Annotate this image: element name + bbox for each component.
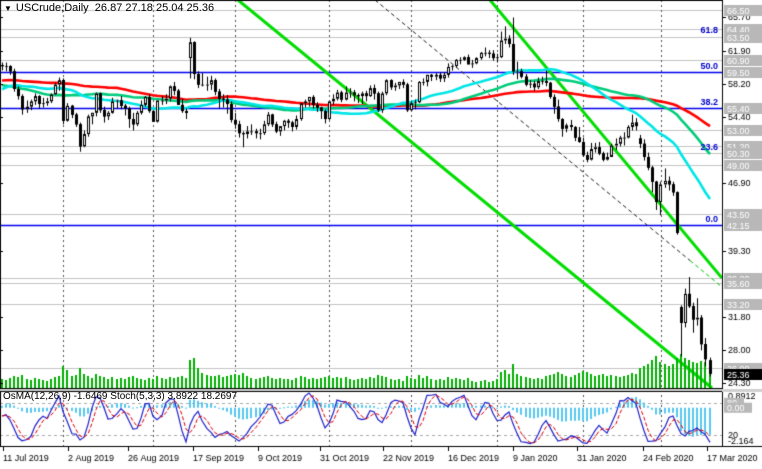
quote-ohlc-text: 26.87 27.18 25.04 25.36 — [94, 2, 215, 14]
symbol-quote-bar: ▼ USCrude,Daily 26.87 27.18 25.04 25.36 — [4, 2, 214, 15]
symbol-period-label: USCrude,Daily — [15, 2, 89, 14]
indicator-label-text: OsMA(12,26,9) -1.6469 Stoch(5,3,3) 3.892… — [3, 391, 238, 402]
symbol-dropdown-icon[interactable]: ▼ — [4, 4, 12, 13]
indicator-params-label: OsMA(12,26,9) -1.6469 Stoch(5,3,3) 3.892… — [3, 391, 237, 402]
